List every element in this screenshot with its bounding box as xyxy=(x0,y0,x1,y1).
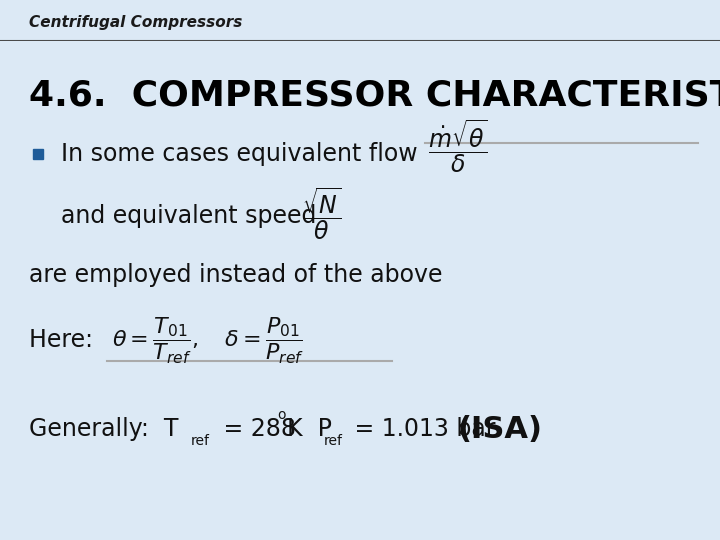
Text: ref: ref xyxy=(191,434,210,448)
Text: $\theta = \dfrac{T_{01}}{T_{ref}},\quad \delta = \dfrac{P_{01}}{P_{ref}}$: $\theta = \dfrac{T_{01}}{T_{ref}},\quad … xyxy=(112,316,304,366)
Text: $\dfrac{\sqrt{N}}{\theta}$: $\dfrac{\sqrt{N}}{\theta}$ xyxy=(302,185,342,242)
Text: 4.6.  COMPRESSOR CHARACTERISTICS: 4.6. COMPRESSOR CHARACTERISTICS xyxy=(29,78,720,112)
Text: $\dfrac{\dot{m}\sqrt{\theta}}{\delta}$: $\dfrac{\dot{m}\sqrt{\theta}}{\delta}$ xyxy=(428,117,488,175)
Text: (ISA): (ISA) xyxy=(457,415,542,444)
Text: = 288: = 288 xyxy=(216,417,296,441)
Text: Centrifugal Compressors: Centrifugal Compressors xyxy=(29,15,242,30)
Text: In some cases equivalent flow: In some cases equivalent flow xyxy=(61,142,418,166)
Text: are employed instead of the above: are employed instead of the above xyxy=(29,264,442,287)
Text: = 1.013 bar: = 1.013 bar xyxy=(347,417,503,441)
Text: ref: ref xyxy=(324,434,343,448)
Text: Here:: Here: xyxy=(29,328,100,352)
Text: o: o xyxy=(277,408,286,422)
Text: Generally:  T: Generally: T xyxy=(29,417,179,441)
Text: K  P: K P xyxy=(287,417,331,441)
Text: and equivalent speed: and equivalent speed xyxy=(61,204,317,228)
